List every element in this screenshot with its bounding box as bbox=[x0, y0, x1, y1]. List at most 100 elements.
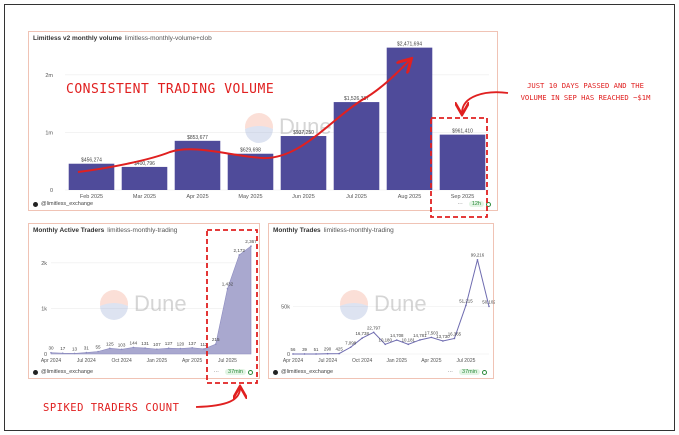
trades-data-label: 14,781 bbox=[413, 333, 427, 338]
volume-query-name[interactable]: limitless-monthly-volume+clob bbox=[124, 35, 212, 42]
check-icon bbox=[248, 369, 253, 375]
volume-bar-label: $1,526,387 bbox=[344, 96, 369, 102]
annotation-consistent-volume: CONSISTENT TRADING VOLUME bbox=[66, 82, 275, 97]
traders-owner[interactable]: @limitless_exchange bbox=[41, 369, 94, 375]
dune-logo-wave bbox=[340, 303, 368, 320]
volume-x-tick: May 2025 bbox=[238, 194, 262, 200]
trades-x-tick: Apr 2025 bbox=[421, 358, 442, 364]
volume-bar bbox=[333, 102, 380, 190]
dune-user-icon bbox=[33, 201, 38, 207]
traders-panel-title: Monthly Active Traders limitless-monthly-… bbox=[33, 227, 177, 234]
volume-bar-label: $456,274 bbox=[81, 158, 102, 164]
volume-y-tick: 2m bbox=[45, 73, 53, 79]
traders-menu-icon[interactable]: ··· bbox=[213, 369, 220, 375]
volume-bar bbox=[227, 153, 274, 190]
trades-data-label: 17,503 bbox=[425, 330, 439, 335]
traders-data-label: 215 bbox=[212, 337, 220, 342]
traders-query-name[interactable]: limitless-monthly-trading bbox=[107, 227, 178, 234]
volume-bar bbox=[121, 166, 168, 190]
dune-watermark: Dune bbox=[100, 290, 187, 320]
traders-point bbox=[120, 348, 123, 351]
volume-x-tick: Jun 2025 bbox=[292, 194, 315, 200]
traders-point bbox=[156, 348, 158, 350]
traders-data-label: 30 bbox=[48, 346, 54, 351]
trades-y-tick: 50k bbox=[281, 305, 290, 311]
trades-query-name[interactable]: limitless-monthly-trading bbox=[323, 227, 394, 234]
volume-menu-icon[interactable]: ··· bbox=[457, 201, 463, 207]
trades-point bbox=[326, 352, 329, 355]
traders-panel: Monthly Active Traders limitless-monthly-… bbox=[28, 223, 260, 379]
traders-x-tick: Jul 2025 bbox=[218, 358, 237, 364]
trades-data-label: 10,180 bbox=[379, 337, 393, 342]
trades-data-label: 39 bbox=[302, 347, 307, 352]
check-icon bbox=[482, 369, 487, 375]
traders-point bbox=[97, 350, 99, 353]
traders-y-tick: 1k bbox=[41, 306, 47, 312]
traders-data-label: 2,367 bbox=[245, 239, 257, 244]
traders-data-label: 125 bbox=[106, 341, 114, 346]
trades-point bbox=[384, 343, 387, 346]
traders-data-label: 55 bbox=[95, 344, 101, 349]
volume-bar-label: $961,410 bbox=[452, 129, 473, 135]
check-icon bbox=[486, 201, 491, 207]
trades-point bbox=[430, 336, 433, 339]
trades-x-tick: Jan 2025 bbox=[386, 358, 407, 364]
trades-y-tick: 0 bbox=[287, 352, 290, 358]
traders-point bbox=[85, 351, 88, 354]
volume-x-tick: Sep 2025 bbox=[451, 194, 475, 200]
volume-x-tick: Apr 2025 bbox=[186, 194, 208, 200]
dune-user-icon bbox=[33, 369, 38, 375]
dune-logo-wave bbox=[245, 126, 273, 143]
dune-logo-wave bbox=[100, 303, 128, 320]
trades-footer: @limitless_exchange bbox=[273, 369, 333, 375]
trades-data-label: 14,708 bbox=[390, 333, 404, 338]
volume-bar-label: $2,471,694 bbox=[397, 42, 422, 48]
volume-y-tick: 0 bbox=[50, 188, 53, 194]
annotation-sep-volume: JUST 10 DAYS PASSED AND THE VOLUME IN SEP… bbox=[508, 80, 663, 104]
trades-point bbox=[453, 337, 456, 340]
trades-point bbox=[442, 340, 444, 342]
trades-menu-icon[interactable]: ··· bbox=[447, 369, 454, 375]
trades-data-label: 13,730 bbox=[436, 334, 450, 339]
traders-x-tick: Apr 2025 bbox=[182, 358, 203, 364]
traders-data-label: 131 bbox=[141, 341, 149, 346]
volume-refresh-time: 12h bbox=[468, 201, 484, 207]
dune-watermark: Dune bbox=[340, 290, 427, 320]
volume-y-tick: 1m bbox=[45, 130, 53, 136]
annotation-sep-line2: VOLUME IN SEP HAS REACHED ~$1M bbox=[520, 93, 651, 102]
traders-point bbox=[167, 347, 170, 350]
trades-data-label: 56 bbox=[291, 347, 296, 352]
volume-panel: Limitless v2 monthly volume limitless-mon… bbox=[28, 31, 498, 211]
trades-point bbox=[349, 346, 352, 349]
traders-point bbox=[73, 352, 76, 355]
volume-x-tick: Feb 2025 bbox=[80, 194, 103, 200]
trades-line bbox=[292, 259, 490, 355]
volume-x-tick: Mar 2025 bbox=[133, 194, 156, 200]
trades-owner[interactable]: @limitless_exchange bbox=[281, 369, 334, 375]
traders-point bbox=[238, 254, 241, 256]
traders-data-label: 13 bbox=[72, 346, 78, 351]
trades-data-label: 290 bbox=[324, 347, 332, 352]
traders-area-chart: 0 1k 2k Dune 30 17 13 31 55 125 103 144 131 107 127 120… bbox=[41, 239, 257, 364]
volume-refresh-badge: ··· 12h bbox=[457, 201, 491, 207]
trades-x-tick: Oct 2024 bbox=[352, 358, 373, 364]
traders-point bbox=[250, 245, 252, 247]
traders-point bbox=[191, 346, 193, 349]
volume-owner[interactable]: @limitless_exchange bbox=[41, 201, 94, 207]
trades-point bbox=[292, 353, 294, 355]
traders-data-label: 127 bbox=[165, 341, 173, 346]
traders-x-tick: Apr 2024 bbox=[41, 358, 62, 364]
volume-bar-label: $400,796 bbox=[134, 161, 155, 167]
dune-watermark-text: Dune bbox=[134, 291, 187, 316]
traders-footer: @limitless_exchange bbox=[33, 369, 93, 375]
traders-y-tick: 2k bbox=[41, 261, 47, 267]
traders-point bbox=[61, 352, 64, 355]
trades-data-label: 51,215 bbox=[459, 298, 473, 303]
trades-panel: Monthly Trades limitless-monthly-trading … bbox=[268, 223, 495, 379]
traders-point bbox=[50, 351, 52, 354]
trades-refresh-badge: ··· 37min bbox=[448, 369, 487, 375]
traders-x-tick: Jan 2025 bbox=[147, 358, 168, 364]
dune-logo-icon bbox=[100, 290, 128, 318]
trades-refresh-time: 37min bbox=[459, 369, 480, 375]
